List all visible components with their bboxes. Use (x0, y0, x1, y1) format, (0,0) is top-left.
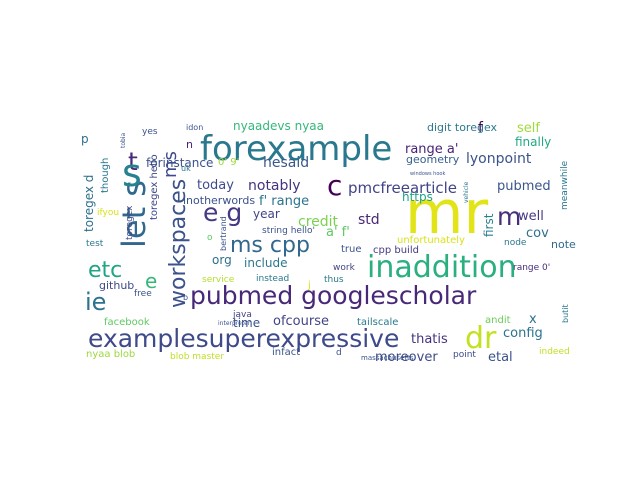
word-nyaa-blob: nyaa blob (86, 349, 135, 360)
word-well: well (518, 209, 544, 224)
word-yes: yes (142, 127, 158, 137)
word-bertrand: bertrand (219, 216, 228, 251)
word-unfortunately: unfortunately (397, 235, 465, 246)
word-cov: cov (526, 226, 549, 241)
word-config: config (503, 326, 543, 341)
word-though: though (100, 158, 111, 193)
word-ie: ie (85, 288, 106, 316)
word-t: t (128, 147, 138, 176)
word-toregex-hello: toregex hello (149, 154, 160, 220)
word-work: work (333, 263, 356, 273)
word-thus: thus (324, 275, 344, 285)
word-finally: finally (515, 135, 551, 149)
word-range-0: range 0' (513, 263, 550, 273)
word-moreover: moreover (375, 350, 438, 365)
word-b: b (183, 293, 188, 302)
word-dr: dr (465, 321, 497, 356)
word-x: x (529, 312, 537, 327)
word-java: java (232, 310, 252, 320)
word-include: include (244, 256, 287, 270)
word-instead: instead (256, 274, 289, 284)
word-pubmed-googlescholar: pubmed googlescholar (190, 281, 477, 310)
word-o: o (207, 233, 213, 243)
word-interpreter: interpreter (218, 320, 251, 327)
word-pmcfreearticle: pmcfreearticle (348, 179, 457, 197)
word-mr: mr (405, 178, 488, 248)
word-workspaces: workspaces (166, 179, 191, 308)
word-facebook: facebook (104, 317, 150, 328)
word-j: j (307, 280, 311, 291)
word-thatis: thatis (411, 332, 448, 347)
word-let-s: let s (115, 180, 153, 248)
word-org: org (212, 253, 232, 267)
word-notably: notably (248, 178, 301, 194)
word-time: time (233, 316, 260, 330)
word-github: github (99, 279, 134, 292)
word-year: year (253, 207, 280, 221)
word-a-f: a' f' (326, 225, 350, 240)
word-blob-master: blob master (170, 352, 224, 362)
word-note: note (551, 238, 576, 251)
word-meanwhile: meanwhile (560, 160, 570, 210)
word-credit: credit (298, 214, 339, 230)
word-string-hello: string hello' (262, 226, 315, 236)
word-free: free (134, 289, 152, 299)
word-vehicle: vehicle (463, 181, 470, 203)
word-s: s (122, 151, 142, 195)
word-c: c (327, 169, 342, 202)
word-infact: infact (272, 347, 300, 358)
word-self: self (517, 121, 540, 136)
word-p: p (81, 132, 89, 146)
word-ofcourse: ofcourse (273, 314, 329, 329)
word-e: e (145, 269, 157, 293)
word-e-g: e g (203, 198, 242, 227)
word-idon: idon (186, 123, 203, 132)
word-lyonpoint: lyonpoint (466, 151, 532, 167)
word-m: m (497, 202, 521, 231)
word-toregex: toregex (125, 205, 135, 240)
word-tailscale: tailscale (357, 317, 398, 328)
word-examplesuperexpressive: examplesuperexpressive (88, 324, 399, 353)
word-std: std (358, 212, 380, 228)
word-tobia: tobia (120, 133, 127, 148)
word-point: point (453, 350, 476, 360)
word-service: service (202, 275, 235, 285)
word-windows-hook: windows hook (410, 171, 445, 177)
word-today: today (197, 178, 234, 193)
word-indeed: indeed (539, 347, 570, 357)
word-pubmed: pubmed (497, 179, 551, 194)
word-forexample: forexample (200, 129, 392, 169)
word-uk: uk (181, 164, 191, 173)
word-digit-toregex: digit toregex (427, 121, 498, 134)
word-f: f (478, 120, 484, 136)
word-inaddition: inaddition (367, 250, 517, 285)
word-massachusetts: massachusetts (361, 354, 414, 362)
word-ms-cpp: ms cpp (230, 233, 310, 258)
word-f-range: f' range (259, 194, 309, 209)
word-0-9: 0' 9' (218, 157, 239, 168)
word-true: true (341, 244, 362, 255)
word-node: node (504, 238, 527, 248)
word-n: n (186, 138, 193, 151)
word-etc: etc (88, 258, 122, 283)
word-hesaid: hesaid (263, 155, 309, 171)
word-nyaadevs-nyaa: nyaadevs nyaa (233, 119, 324, 133)
word-etal: etal (488, 350, 513, 365)
word-ifyou: ifyou (97, 208, 119, 218)
word-test: test (86, 239, 104, 249)
word-range-a: range a' (405, 142, 458, 157)
word-inotherwords: inotherwords (183, 194, 255, 207)
word-forinstance: forinstance (146, 156, 213, 170)
word-toregex-d: toregex d (82, 175, 96, 232)
word-geometry: geometry (406, 153, 460, 166)
word-first: first (482, 213, 496, 237)
word-d: d (336, 348, 342, 358)
word-https: https (402, 190, 433, 204)
word-ms: ms (160, 151, 181, 178)
word-andit: andit (485, 315, 511, 326)
word-butit: butit (561, 304, 570, 323)
word-cpp-build: cpp build (373, 245, 419, 256)
